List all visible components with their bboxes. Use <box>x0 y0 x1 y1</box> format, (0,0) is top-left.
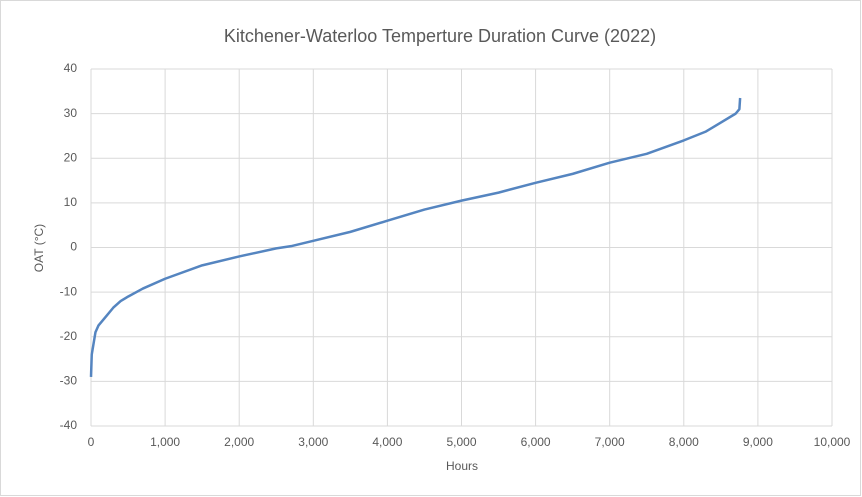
data-line <box>89 97 742 377</box>
y-tick-label: 40 <box>64 61 78 75</box>
y-axis-label: OAT (°C) <box>32 224 46 272</box>
x-tick-label: 1,000 <box>150 435 180 449</box>
x-tick-label: 0 <box>88 435 95 449</box>
x-tick-label: 2,000 <box>224 435 254 449</box>
y-tick-label: 0 <box>70 240 77 254</box>
chart-title: Kitchener-Waterloo Temperture Duration C… <box>224 26 656 46</box>
x-tick-label: 5,000 <box>446 435 476 449</box>
y-tick-label: 10 <box>64 195 78 209</box>
x-tick-label: 10,000 <box>814 435 851 449</box>
y-tick-label: 30 <box>64 106 78 120</box>
x-tick-label: 9,000 <box>743 435 773 449</box>
y-tick-label: -40 <box>60 418 78 432</box>
x-tick-label: 4,000 <box>372 435 402 449</box>
x-tick-label: 7,000 <box>595 435 625 449</box>
x-tick-label: 6,000 <box>521 435 551 449</box>
y-tick-label: -10 <box>60 284 78 298</box>
x-tick-label: 3,000 <box>298 435 328 449</box>
x-tick-label: 8,000 <box>669 435 699 449</box>
x-axis-label: Hours <box>446 459 478 473</box>
y-tick-label: -30 <box>60 374 78 388</box>
y-tick-label: 20 <box>64 150 78 164</box>
y-tick-label: -20 <box>60 329 78 343</box>
